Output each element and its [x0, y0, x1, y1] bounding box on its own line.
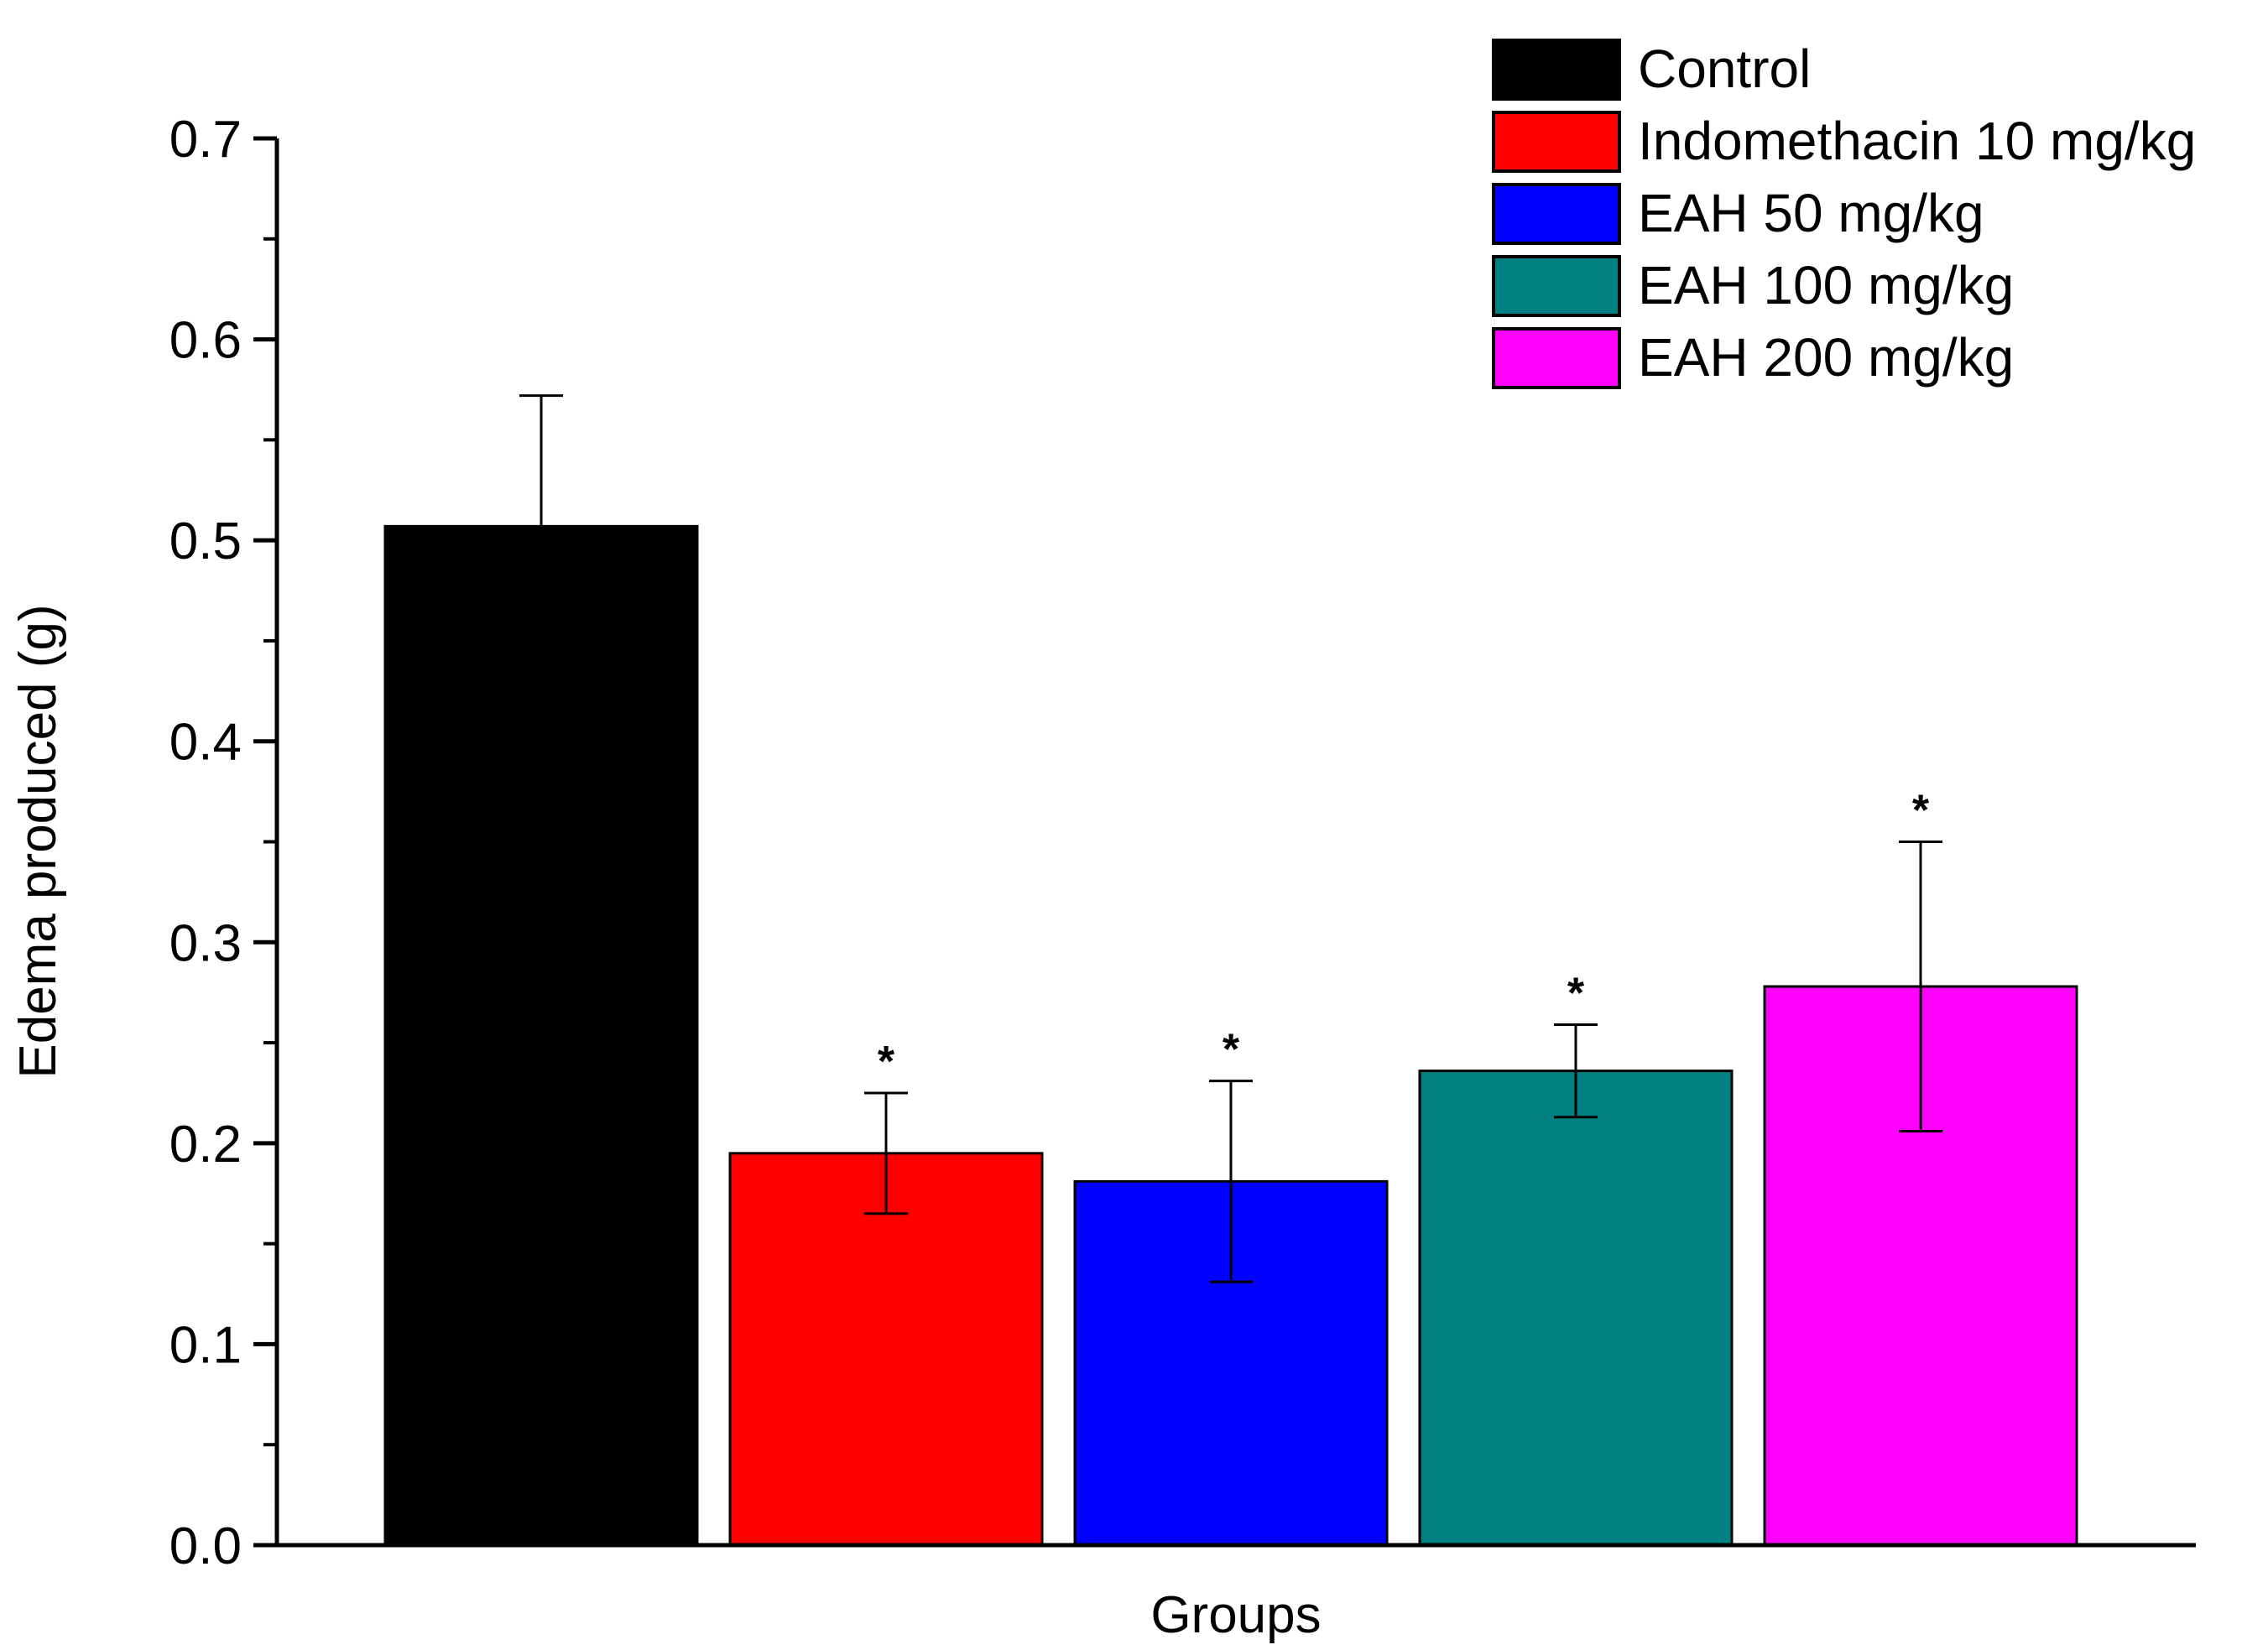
legend-swatch — [1492, 39, 1621, 101]
legend-swatch — [1492, 183, 1621, 245]
y-tick-label: 0.0 — [169, 1517, 242, 1575]
y-ticks-layer: 0.0 0.1 0.2 0.3 0.4 0.5 0.6 0.7 — [169, 111, 277, 1575]
bar — [1418, 1070, 1734, 1547]
y-tick-label: 0.1 — [169, 1316, 242, 1374]
significance-marker: * — [878, 1038, 895, 1086]
legend-label: Indomethacin 10 mg/kg — [1638, 111, 2196, 171]
y-tick-label: 0.6 — [169, 312, 242, 370]
y-tick-label: 0.5 — [169, 513, 242, 570]
significance-marker: * — [1223, 1026, 1240, 1075]
error-bars-layer — [519, 394, 1942, 1283]
significance-marker: * — [1567, 970, 1585, 1018]
legend: Control Indomethacin 10 mg/kg EAH 50 mg/kg… — [1492, 39, 2196, 389]
x-axis-title: Groups — [1150, 1586, 1321, 1644]
legend-swatch — [1492, 255, 1621, 317]
legend-label: Control — [1638, 39, 1811, 99]
legend-swatch — [1492, 111, 1621, 173]
legend-label: EAH 50 mg/kg — [1638, 183, 1984, 243]
bars-layer — [383, 524, 2078, 1547]
significance-marker: * — [1912, 787, 1930, 835]
legend-label: EAH 200 mg/kg — [1638, 327, 2014, 388]
bar — [383, 524, 699, 1547]
bar — [728, 1152, 1044, 1547]
y-tick-label: 0.7 — [169, 111, 242, 169]
y-axis-title: Edema produced (g) — [9, 604, 67, 1078]
significance-layer: * * * * — [878, 787, 1930, 1086]
y-tick-label: 0.2 — [169, 1116, 242, 1174]
legend-swatch — [1492, 327, 1621, 389]
y-tick-label: 0.3 — [169, 914, 242, 972]
legend-label: EAH 100 mg/kg — [1638, 255, 2014, 315]
y-tick-label: 0.4 — [169, 714, 242, 772]
